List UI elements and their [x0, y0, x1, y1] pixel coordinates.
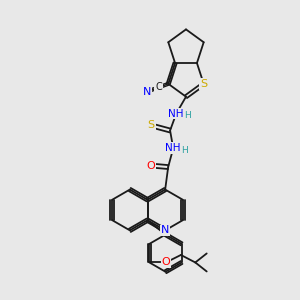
Text: N: N [161, 225, 170, 236]
Text: C: C [155, 82, 162, 92]
Text: NH: NH [169, 109, 184, 118]
Text: O: O [146, 160, 155, 170]
Text: H: H [184, 112, 191, 121]
Text: NH: NH [166, 143, 181, 153]
Text: H: H [181, 146, 188, 155]
Text: S: S [200, 79, 207, 89]
Text: O: O [161, 257, 170, 268]
Text: N: N [143, 86, 152, 97]
Text: S: S [148, 121, 155, 130]
